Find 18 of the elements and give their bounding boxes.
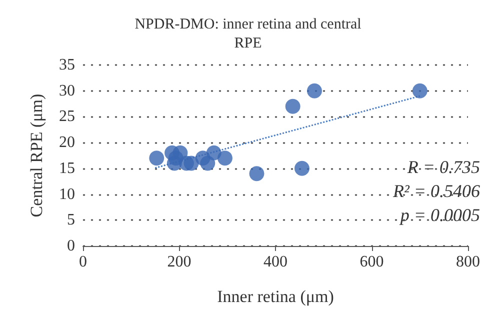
- y-tick-label: 30: [59, 82, 75, 100]
- x-tick-label: 200: [167, 254, 192, 270]
- y-tick-label: 10: [59, 186, 75, 203]
- x-tick-label: 0: [79, 254, 87, 270]
- chart-title: NPDR-DMO: inner retina and central RPE: [134, 16, 362, 52]
- x-axis-title: Inner retina (μm): [217, 287, 334, 306]
- y-tick-label: 5: [67, 212, 75, 229]
- y-tick-label: 0: [67, 238, 75, 254]
- x-tick-label: 800: [456, 254, 480, 270]
- y-tick-label: 35: [59, 56, 75, 74]
- annotation: R² = 0.5406: [392, 181, 480, 201]
- y-tick-label: 25: [59, 108, 75, 126]
- x-tick-label: 600: [360, 254, 384, 270]
- annotation: p = 0.0005: [398, 205, 480, 225]
- y-tick-label: 15: [59, 160, 75, 177]
- x-tick-label: 400: [264, 254, 288, 270]
- y-axis-title: Central RPE (μm): [27, 94, 46, 218]
- y-tick-label: 20: [59, 134, 75, 152]
